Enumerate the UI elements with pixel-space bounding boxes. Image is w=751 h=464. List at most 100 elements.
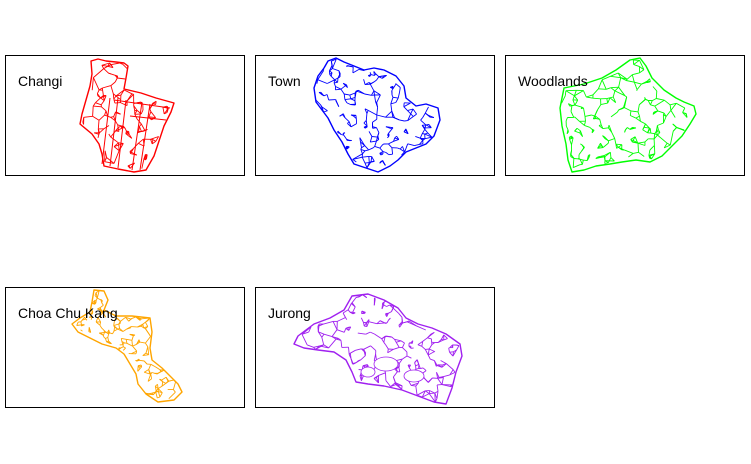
road-segment xyxy=(138,317,141,321)
road-segment xyxy=(117,127,120,132)
road-segment xyxy=(143,327,146,330)
road-segment xyxy=(640,120,646,125)
road-segment xyxy=(121,337,127,340)
road-segment xyxy=(665,110,672,117)
road-segment xyxy=(398,363,400,367)
road-segment xyxy=(669,131,674,146)
road-segment xyxy=(669,104,672,111)
road-segment xyxy=(122,347,126,351)
road-segment xyxy=(591,128,593,131)
road-segment xyxy=(99,331,105,334)
jurong-roads xyxy=(301,294,460,403)
road-segment xyxy=(145,392,154,396)
road-segment xyxy=(393,371,398,378)
road-segment xyxy=(379,320,386,324)
road-segment xyxy=(407,143,415,147)
road-segment xyxy=(361,348,364,350)
road-segment xyxy=(172,381,176,390)
runway-line xyxy=(109,97,119,167)
road-segment xyxy=(657,129,661,133)
road-segment xyxy=(138,126,142,132)
road-segment xyxy=(614,138,617,145)
road-segment xyxy=(574,90,584,97)
road-segment xyxy=(642,129,648,134)
road-segment xyxy=(168,391,176,400)
road-segment xyxy=(415,363,419,367)
road-segment xyxy=(366,321,370,327)
road-segment xyxy=(368,131,373,137)
road-segment xyxy=(370,156,373,162)
road-segment xyxy=(420,367,424,369)
road-segment xyxy=(561,95,566,104)
road-segment xyxy=(98,87,103,91)
road-segment xyxy=(373,378,379,384)
road-segment xyxy=(161,379,164,382)
road-segment xyxy=(393,138,399,142)
road-segment xyxy=(101,62,110,66)
road-segment xyxy=(374,333,382,340)
road-segment xyxy=(626,74,633,80)
road-segment xyxy=(340,340,343,348)
road-segment xyxy=(579,159,583,165)
road-segment xyxy=(110,130,117,138)
road-segment xyxy=(633,82,638,90)
road-segment xyxy=(427,337,432,340)
road-segment xyxy=(119,62,123,65)
road-segment xyxy=(412,108,417,115)
choa-chu-kang-road-network xyxy=(71,289,183,403)
road-segment xyxy=(657,132,661,136)
road-segment xyxy=(404,143,409,152)
road-segment xyxy=(429,348,435,352)
road-segment xyxy=(391,147,394,155)
road-segment xyxy=(376,114,386,118)
road-segment xyxy=(307,344,314,348)
road-segment xyxy=(656,98,665,101)
road-segment xyxy=(391,336,395,340)
road-segment xyxy=(436,384,439,392)
road-segment xyxy=(440,360,447,364)
road-segment xyxy=(370,74,375,76)
road-segment xyxy=(637,104,640,112)
road-segment xyxy=(117,125,122,129)
road-segment xyxy=(348,121,352,127)
road-segment xyxy=(334,77,339,81)
road-segment xyxy=(173,379,176,383)
road-segment xyxy=(100,299,103,303)
road-segment xyxy=(101,309,105,312)
road-segment xyxy=(382,160,386,166)
road-segment xyxy=(113,93,117,97)
road-segment xyxy=(407,321,417,327)
road-segment xyxy=(586,96,593,99)
road-segment xyxy=(350,96,356,100)
road-segment xyxy=(384,322,386,324)
road-segment xyxy=(609,97,616,103)
road-segment xyxy=(417,341,423,346)
road-segment xyxy=(128,165,131,169)
road-segment xyxy=(448,347,450,349)
road-segment xyxy=(569,139,572,145)
road-segment xyxy=(652,98,657,101)
road-segment xyxy=(95,321,101,326)
road-segment xyxy=(376,102,379,108)
road-segment xyxy=(330,75,336,81)
road-segment xyxy=(120,125,123,128)
road-segment xyxy=(156,371,162,375)
road-segment xyxy=(416,390,426,396)
road-segment xyxy=(103,68,109,74)
road-segment xyxy=(154,372,158,375)
road-segment xyxy=(631,136,636,143)
road-segment xyxy=(424,349,429,356)
road-segment xyxy=(653,134,658,140)
road-segment xyxy=(394,368,398,373)
woodlands-outline xyxy=(559,57,697,173)
road-segment xyxy=(578,150,582,155)
road-segment xyxy=(424,106,429,114)
road-segment xyxy=(97,93,101,99)
road-segment xyxy=(451,344,453,346)
road-segment xyxy=(578,158,581,160)
road-segment xyxy=(100,100,105,106)
road-segment xyxy=(572,158,575,168)
road-segment xyxy=(137,359,140,362)
road-segment xyxy=(359,137,366,146)
road-segment xyxy=(443,334,448,339)
